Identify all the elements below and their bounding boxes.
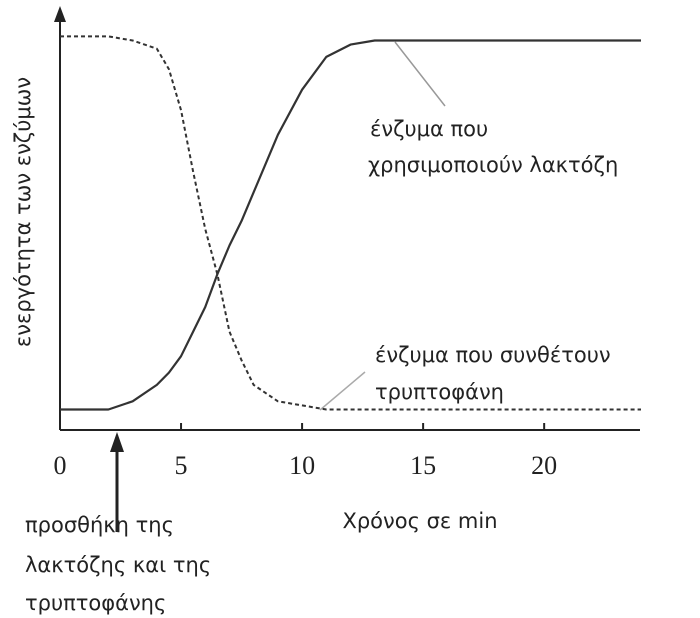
- annotation: λακτόζης και της: [25, 553, 211, 577]
- annotation: χρησιμοποιούν λακτόζη: [368, 153, 618, 177]
- y-axis-label: ενεργότητα των ενζύμων: [11, 77, 35, 347]
- annotation: ένζυμα που συνθέτουν: [375, 343, 611, 367]
- annotation: τρυπτοφάνη: [375, 380, 504, 404]
- arrow-head: [110, 432, 124, 452]
- x-tick-label: 20: [531, 451, 557, 480]
- leader-line: [394, 41, 446, 107]
- x-tick-label: 0: [54, 451, 67, 480]
- annotation: τρυπτοφάνης: [25, 591, 166, 615]
- annotation: προσθήκη της: [25, 513, 174, 537]
- x-tick-label: 10: [289, 451, 315, 480]
- leader-line: [319, 371, 366, 411]
- x-tick-label: 5: [175, 451, 188, 480]
- x-axis-label: Χρόνος σε min: [342, 509, 497, 533]
- annotation: ένζυμα που: [370, 117, 488, 141]
- y-axis-arrow: [54, 6, 66, 22]
- x-tick-label: 15: [410, 451, 436, 480]
- line: [60, 35, 641, 411]
- line: [60, 39, 641, 411]
